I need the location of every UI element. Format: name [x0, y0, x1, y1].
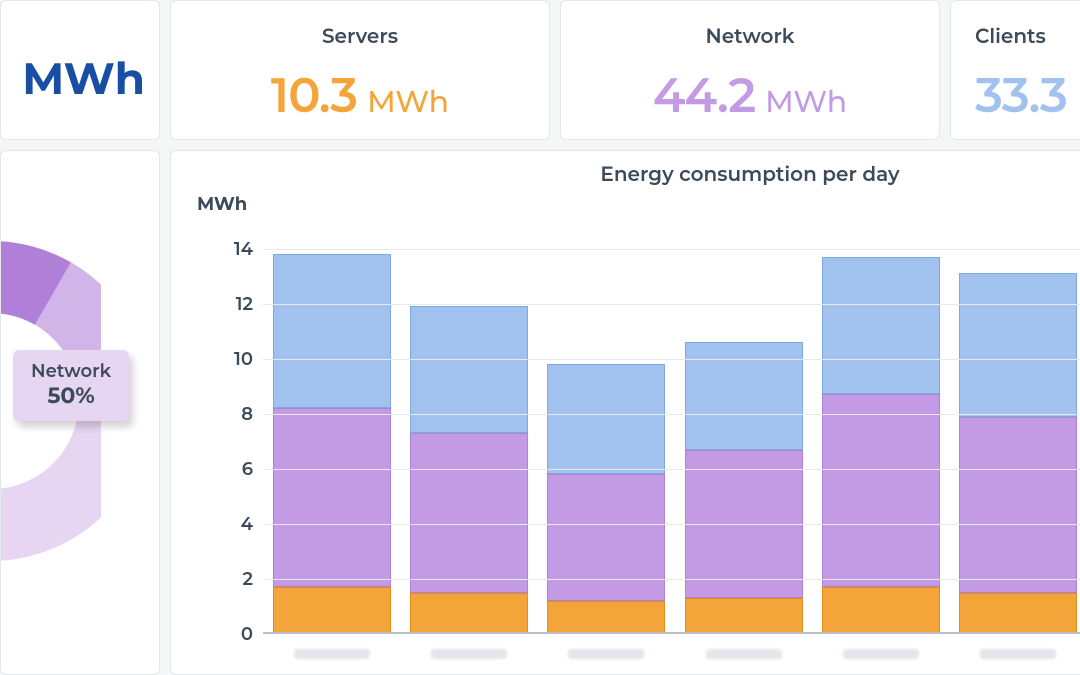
- bar-segment-network: [273, 408, 391, 587]
- grid-line: [263, 524, 1080, 525]
- bar-segment-servers: [822, 587, 940, 634]
- bar-segment-clients: [547, 364, 665, 474]
- x-tick-label: [959, 645, 1077, 664]
- bar-chart-card: Energy consumption per day MWh 024681012…: [170, 150, 1080, 675]
- bar-segment-clients: [273, 254, 391, 408]
- bar-segment-servers: [547, 601, 665, 634]
- grid-line: [263, 579, 1080, 580]
- kpi-title: Network: [706, 25, 795, 49]
- bar-segment-servers: [685, 598, 803, 634]
- y-tick-label: 10: [234, 348, 253, 370]
- y-tick-label: 2: [243, 568, 253, 590]
- kpi-value: 33.3: [975, 67, 1067, 125]
- x-tick-label: [822, 645, 940, 664]
- donut-callout: Network 50%: [13, 350, 129, 421]
- x-tick-label: [547, 645, 665, 664]
- chart-title: Energy consumption per day: [183, 163, 1080, 187]
- bar-segment-network: [822, 394, 940, 587]
- kpi-card-clients: Clients 33.3: [950, 0, 1080, 140]
- donut-card: Network 50%: [0, 150, 160, 675]
- kpi-card-network: Network 44.2 MWh: [560, 0, 940, 140]
- kpi-title: Clients: [975, 25, 1046, 49]
- grid-line: [263, 469, 1080, 470]
- kpi-unit: MWh: [367, 83, 449, 120]
- x-tick-label: [410, 645, 528, 664]
- y-tick-label: 4: [241, 513, 253, 535]
- y-tick-label: 12: [236, 293, 253, 315]
- donut-callout-label: Network: [31, 360, 111, 382]
- bar-segment-servers: [410, 593, 528, 634]
- kpi-value: 10.3: [271, 67, 357, 125]
- kpi-title: Servers: [322, 25, 398, 49]
- grid-line: [263, 304, 1080, 305]
- bar-segment-clients: [822, 257, 940, 395]
- grid-line: [263, 414, 1080, 415]
- x-tick-label: [685, 645, 803, 664]
- y-tick-label: 6: [242, 458, 253, 480]
- bar-segment-clients: [959, 273, 1077, 416]
- bar-segment-network: [410, 433, 528, 593]
- kpi-unit: MWh: [765, 83, 847, 120]
- y-tick-label: 8: [241, 403, 253, 425]
- x-tick-label: [273, 645, 391, 664]
- y-tick-label: 0: [241, 623, 253, 645]
- y-axis-label: MWh: [197, 193, 247, 215]
- bar-segment-servers: [273, 587, 391, 634]
- kpi-card-total: Total MWh: [0, 0, 160, 140]
- bar-segment-servers: [959, 593, 1077, 634]
- kpi-value: 44.2: [653, 67, 755, 125]
- grid-line: [263, 249, 1080, 250]
- donut-callout-percent: 50%: [31, 382, 111, 409]
- x-axis-line: [263, 632, 1080, 634]
- chart-plot-area: 02468101214: [263, 221, 1080, 634]
- grid-line: [263, 359, 1080, 360]
- kpi-unit: MWh: [22, 52, 145, 106]
- kpi-card-servers: Servers 10.3 MWh: [170, 0, 550, 140]
- y-tick-label: 14: [234, 238, 253, 260]
- bar-segment-network: [959, 417, 1077, 593]
- bar-segment-network: [547, 474, 665, 601]
